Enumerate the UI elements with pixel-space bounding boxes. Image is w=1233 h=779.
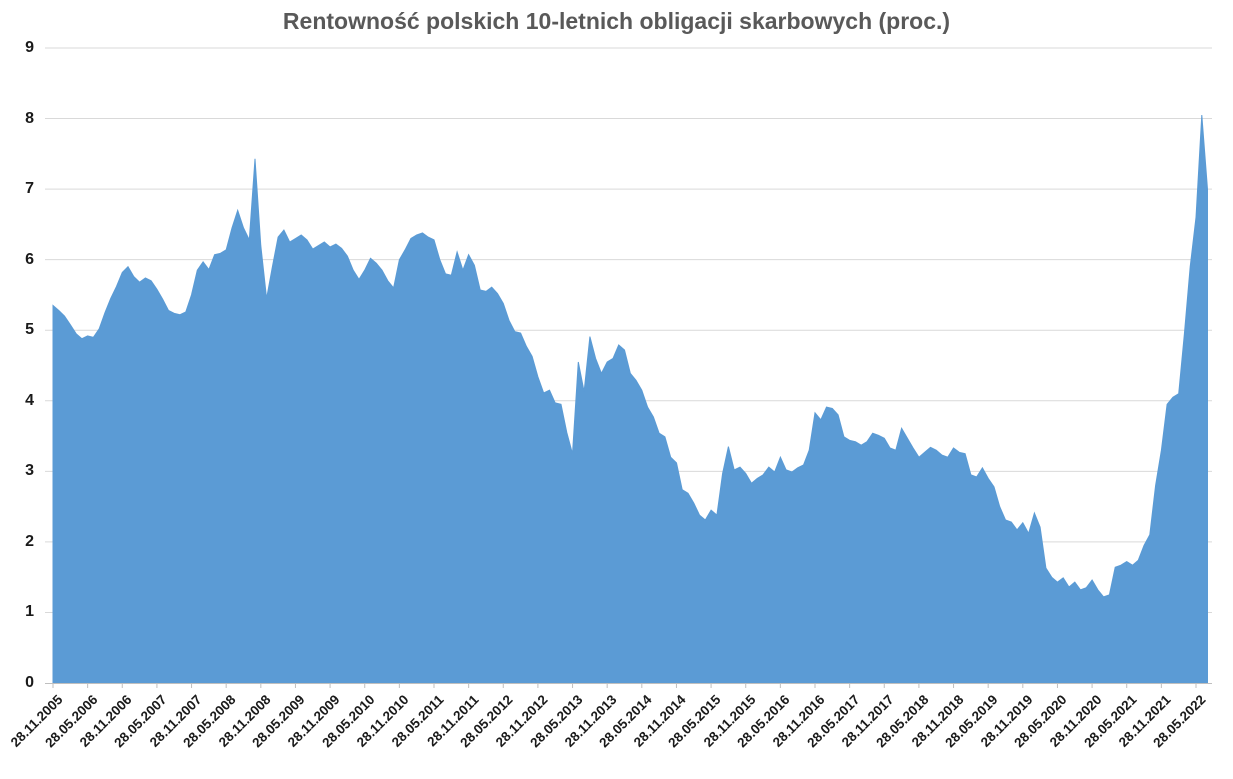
y-tick-label-7: 7 bbox=[25, 180, 34, 198]
chart-title: Rentowność polskich 10-letnich obligacji… bbox=[282, 8, 951, 34]
y-tick-label-4: 4 bbox=[25, 391, 34, 409]
y-tick-label-0: 0 bbox=[25, 674, 34, 691]
y-tick-label-5: 5 bbox=[25, 321, 34, 339]
y-tick-label-1: 1 bbox=[25, 603, 34, 621]
y-tick-label-9: 9 bbox=[25, 38, 34, 56]
yield-area-series bbox=[52, 114, 1208, 684]
y-tick-label-2: 2 bbox=[25, 532, 34, 550]
y-tick-label-8: 8 bbox=[25, 109, 34, 127]
y-tick-label-3: 3 bbox=[25, 462, 34, 480]
y-tick-label-6: 6 bbox=[25, 250, 34, 268]
